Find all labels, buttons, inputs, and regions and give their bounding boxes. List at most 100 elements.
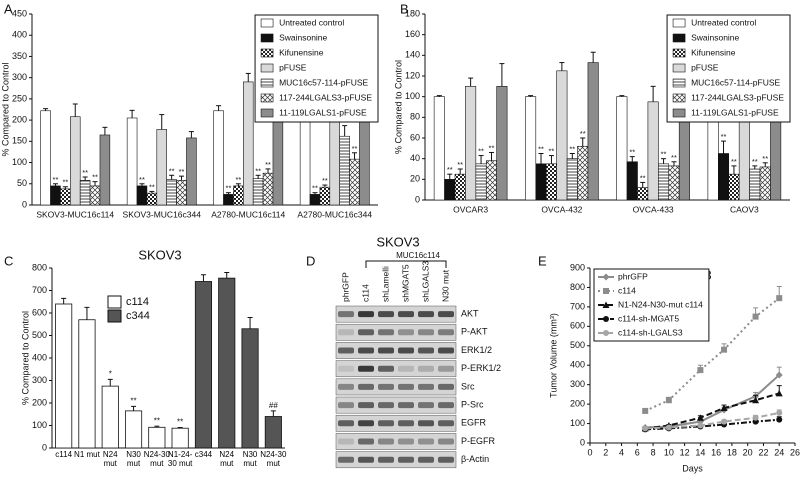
y-tick-label: 700 bbox=[32, 285, 47, 295]
blot-band bbox=[338, 329, 354, 336]
point bbox=[697, 367, 704, 374]
blot-band bbox=[358, 420, 374, 427]
legend-swatch bbox=[260, 33, 274, 43]
legend-label: c344 bbox=[126, 310, 150, 322]
significance: ** bbox=[92, 173, 98, 182]
legend-label: MUC16c57-114-pFUSE bbox=[691, 77, 780, 87]
bar bbox=[759, 166, 771, 201]
bar bbox=[545, 163, 557, 201]
significance: ** bbox=[569, 144, 575, 153]
lane-label: N30 mut bbox=[440, 269, 450, 302]
blot-band bbox=[378, 311, 394, 318]
blot-band bbox=[378, 402, 394, 409]
y-tick-label: 700 bbox=[570, 301, 585, 311]
blot-group-label: MUC16c114 bbox=[396, 251, 440, 260]
blot-band bbox=[338, 383, 354, 390]
blot-strip bbox=[335, 433, 457, 450]
significance: ** bbox=[661, 150, 667, 159]
blot-strip bbox=[335, 396, 457, 414]
line bbox=[644, 297, 780, 412]
point bbox=[642, 425, 649, 432]
bar bbox=[126, 117, 138, 206]
bar bbox=[136, 185, 148, 206]
blot-band bbox=[398, 311, 414, 318]
significance: * bbox=[109, 369, 112, 378]
blot-band bbox=[438, 438, 454, 445]
legend-label: 11-119LGALS1-pFUSE bbox=[279, 107, 367, 117]
panel-letter: E bbox=[538, 253, 547, 268]
row-label: P-Src bbox=[461, 399, 484, 409]
significance: ** bbox=[235, 175, 241, 184]
significance: ** bbox=[322, 176, 328, 185]
x-tick-label-box: N24 mut bbox=[103, 450, 118, 468]
y-tick-label: 200 bbox=[12, 114, 27, 124]
legend: Untreated control Swainsonine Kifunensine p… bbox=[254, 14, 379, 123]
blot-band bbox=[418, 420, 434, 427]
legend-swatch bbox=[260, 93, 274, 103]
bar bbox=[101, 385, 119, 449]
x-tick-label: 26 bbox=[790, 447, 800, 457]
blot-band bbox=[438, 402, 454, 409]
blot-band bbox=[338, 347, 354, 354]
bar bbox=[566, 158, 578, 201]
x-tick-label: A2780-MUC16c344 bbox=[297, 209, 372, 219]
point bbox=[775, 389, 783, 397]
blot-band bbox=[358, 402, 374, 409]
y-tick-label: 800 bbox=[32, 262, 47, 272]
lane-label: phrGFP bbox=[340, 272, 350, 302]
y-tick-label: 500 bbox=[570, 340, 585, 350]
panel-letter: C bbox=[4, 253, 13, 268]
y-axis-label: % Compared to Control bbox=[0, 62, 10, 156]
blot-band bbox=[438, 311, 454, 318]
significance: ** bbox=[489, 143, 495, 152]
x-tick-label: 16 bbox=[711, 447, 721, 457]
blot-band bbox=[378, 329, 394, 336]
legend-marker bbox=[602, 301, 610, 308]
blot-band bbox=[378, 347, 394, 354]
bar bbox=[577, 145, 589, 201]
blot-strip bbox=[335, 323, 457, 341]
panel-letter: B bbox=[400, 1, 409, 16]
point bbox=[697, 422, 704, 429]
bar bbox=[55, 303, 73, 449]
x-tick-label: SKOV3-MUC16c344 bbox=[123, 209, 202, 219]
bar bbox=[349, 158, 360, 206]
legend-label: Kifunensine bbox=[691, 47, 736, 57]
bar bbox=[78, 319, 96, 449]
blot-band bbox=[338, 365, 354, 372]
chart-title: SKOV3 bbox=[138, 247, 181, 262]
legend-label: c114-sh-LGALS3 bbox=[618, 327, 683, 337]
blot-band bbox=[418, 438, 434, 445]
row-label: EGFR bbox=[461, 418, 487, 428]
x-tick-label: 22 bbox=[758, 447, 768, 457]
legend-marker bbox=[603, 288, 609, 294]
point bbox=[776, 409, 783, 416]
bar bbox=[171, 427, 189, 449]
bar bbox=[70, 116, 81, 206]
point bbox=[642, 407, 649, 414]
bar bbox=[728, 173, 740, 201]
y-tick-label: 300 bbox=[570, 379, 585, 389]
row-label: AKT bbox=[461, 308, 479, 318]
x-tick-label: 10 bbox=[664, 447, 674, 457]
x-tick-label: N24-30 mut bbox=[260, 450, 287, 468]
blot-strip bbox=[335, 360, 457, 378]
x-tick-label: 24 bbox=[774, 447, 784, 457]
bar bbox=[525, 96, 537, 201]
x-tick-label-box: N24-30 mut bbox=[144, 450, 170, 468]
y-tick-label: 900 bbox=[570, 262, 585, 272]
bar bbox=[749, 168, 761, 201]
x-tick-label: N30 mut bbox=[242, 450, 258, 468]
blot-band bbox=[338, 402, 354, 409]
blot-band bbox=[418, 347, 434, 354]
significance: ** bbox=[265, 160, 271, 169]
bar bbox=[319, 186, 331, 206]
blot-strip bbox=[335, 451, 457, 469]
legend-swatch bbox=[107, 309, 122, 323]
blot-group-bracket bbox=[365, 260, 447, 268]
blot-band bbox=[418, 365, 434, 372]
blot-band bbox=[358, 456, 374, 463]
x-tick-label: 8 bbox=[651, 447, 656, 457]
blot-band bbox=[398, 402, 414, 409]
point bbox=[665, 424, 672, 431]
